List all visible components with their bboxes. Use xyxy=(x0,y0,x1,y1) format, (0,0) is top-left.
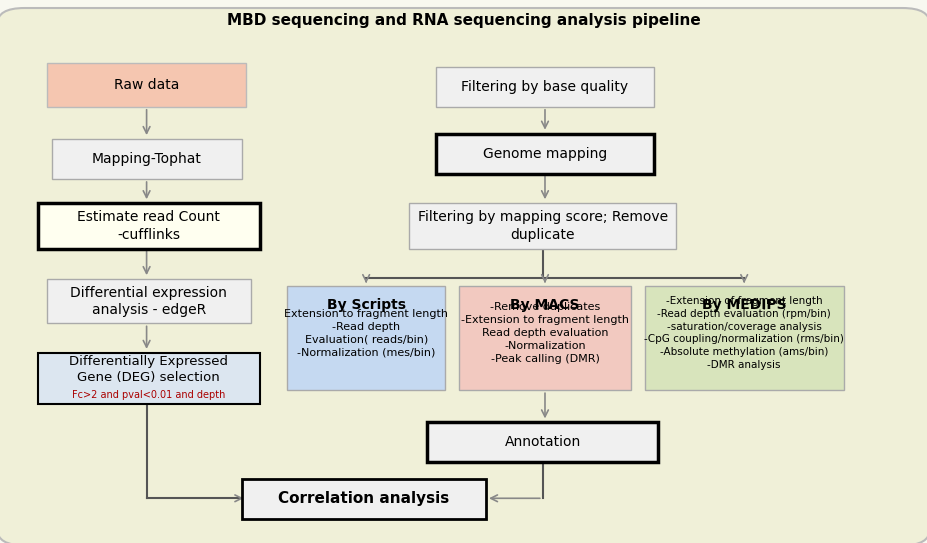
Text: Mapping-Tophat: Mapping-Tophat xyxy=(92,152,201,166)
Text: Estimate read Count
-cufflinks: Estimate read Count -cufflinks xyxy=(78,210,221,242)
Text: Filtering by mapping score; Remove
duplicate: Filtering by mapping score; Remove dupli… xyxy=(418,210,667,242)
Text: By Scripts: By Scripts xyxy=(326,298,406,312)
FancyBboxPatch shape xyxy=(47,62,247,107)
Text: Raw data: Raw data xyxy=(114,78,179,92)
Text: Correlation analysis: Correlation analysis xyxy=(278,491,450,506)
Text: -Extension of fragment length
-Read depth evaluation (rpm/bin)
-saturation/cover: -Extension of fragment length -Read dept… xyxy=(644,296,844,370)
FancyBboxPatch shape xyxy=(644,286,844,390)
Text: -Remove duplicates
-Extension to fragment length
Read depth evaluation
-Normaliz: -Remove duplicates -Extension to fragmen… xyxy=(461,302,629,364)
Text: Differential expression
analysis - edgeR: Differential expression analysis - edgeR xyxy=(70,286,227,317)
FancyBboxPatch shape xyxy=(52,139,242,179)
FancyBboxPatch shape xyxy=(287,286,445,390)
FancyBboxPatch shape xyxy=(47,279,250,324)
Text: Annotation: Annotation xyxy=(504,435,581,450)
FancyBboxPatch shape xyxy=(38,203,260,249)
FancyBboxPatch shape xyxy=(0,8,927,543)
Text: Differentially Expressed
Gene (DEG) selection: Differentially Expressed Gene (DEG) sele… xyxy=(70,355,228,383)
FancyBboxPatch shape xyxy=(437,134,654,174)
FancyBboxPatch shape xyxy=(459,286,631,390)
Text: Fc>2 and pval<0.01 and depth: Fc>2 and pval<0.01 and depth xyxy=(72,389,225,400)
Text: MBD sequencing and RNA sequencing analysis pipeline: MBD sequencing and RNA sequencing analys… xyxy=(226,14,701,28)
FancyBboxPatch shape xyxy=(242,478,486,519)
FancyBboxPatch shape xyxy=(409,203,677,249)
Text: Extension to fragment length
-Read depth
Evaluation( reads/bin)
-Normalization (: Extension to fragment length -Read depth… xyxy=(285,309,448,357)
Text: By MEDIPS: By MEDIPS xyxy=(702,298,786,312)
FancyBboxPatch shape xyxy=(437,67,654,107)
FancyBboxPatch shape xyxy=(427,422,658,463)
FancyBboxPatch shape xyxy=(38,353,260,403)
Text: Genome mapping: Genome mapping xyxy=(483,147,607,161)
Text: By MACS: By MACS xyxy=(510,298,579,312)
Text: Filtering by base quality: Filtering by base quality xyxy=(462,80,629,94)
